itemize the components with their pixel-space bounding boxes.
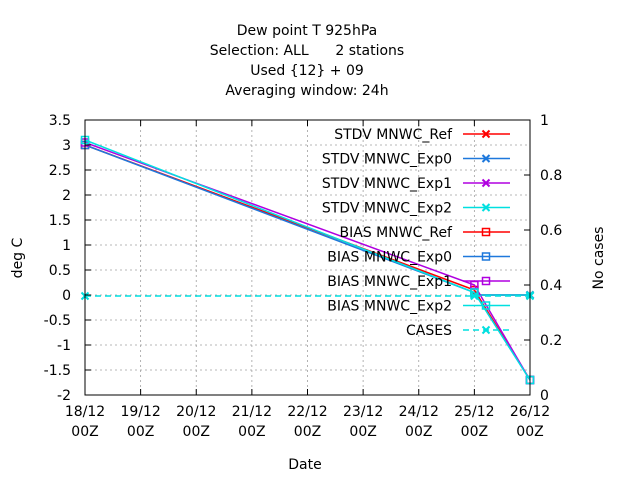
y-axis: -2 -1.5 -1 -0.5 0 0.5 1 1.5 2 2.5 3 3.5: [44, 113, 91, 404]
legend-label: STDV MNWC_Exp1: [322, 176, 452, 192]
x-tick-label: 24/12 00Z: [399, 404, 439, 440]
legend-swatch-marker: [481, 252, 491, 261]
x-tick-label: 18/12 00Z: [65, 404, 105, 440]
y-tick-label: 3.5: [49, 113, 71, 129]
y-tick-label: 3: [62, 138, 71, 154]
title-line-2: Selection: ALL 2 stations: [210, 43, 404, 59]
y-tick-label: 1: [62, 238, 71, 254]
y2-tick-label: 0.2: [540, 333, 562, 349]
legend-label: BIAS MNWC_Exp0: [327, 250, 452, 266]
x-tick-label: 22/12 00Z: [287, 404, 327, 440]
y-tick-label: -2: [57, 388, 71, 404]
legend-item: STDV MNWC_Exp1: [322, 176, 510, 192]
legend-swatch-marker: [481, 325, 491, 335]
series-5: [80, 140, 535, 385]
title-line-1: Dew point T 925hPa: [237, 23, 377, 39]
y-tick-label: -0.5: [44, 313, 71, 329]
legend-swatch-marker: [481, 129, 491, 139]
x-tick-label: 20/12 00Z: [176, 404, 216, 440]
legend-label: CASES: [406, 323, 452, 339]
y-tick-label: -1: [57, 338, 71, 354]
legend-label: STDV MNWC_Ref: [334, 127, 453, 143]
legend-item: STDV MNWC_Exp0: [322, 152, 510, 168]
x-tick-label: 26/12 00Z: [510, 404, 550, 440]
legend: STDV MNWC_Ref STDV MNWC_Exp0 STDV MNWC_Exp…: [322, 127, 510, 339]
legend-item: STDV MNWC_Ref: [334, 127, 510, 143]
y-axis-label: deg C: [10, 237, 26, 278]
series-4: [80, 140, 535, 385]
y2-tick-label: 0: [540, 388, 549, 404]
legend-swatch-marker: [481, 276, 491, 286]
data-point: [470, 291, 479, 301]
y-tick-label: 2.5: [49, 163, 71, 179]
x-axis: 18/12 00Z 19/12 00Z 20/12 00Z 21/12 00Z 22/12 00Z…: [65, 120, 550, 440]
y-tick-label: -1.5: [44, 363, 71, 379]
series-line: [84, 139, 531, 381]
title-line-4: Averaging window: 24h: [225, 83, 388, 99]
legend-item: CASES: [406, 323, 510, 339]
legend-label: STDV MNWC_Exp0: [322, 152, 452, 168]
x-axis-label: Date: [288, 457, 321, 473]
y-tick-label: 2: [62, 188, 71, 204]
x-tick-label: 21/12 00Z: [232, 404, 272, 440]
legend-swatch-marker: [481, 227, 491, 237]
y2-tick-label: 0.4: [540, 278, 562, 294]
legend-label: BIAS MNWC_Exp1: [327, 274, 452, 290]
legend-item: BIAS MNWC_Ref: [340, 225, 510, 241]
y-tick-label: 0: [62, 288, 71, 304]
y2-tick-label: 1: [540, 113, 549, 129]
series-line: [84, 141, 531, 381]
legend-label: BIAS MNWC_Exp2: [327, 299, 452, 315]
legend-swatch-marker: [481, 301, 491, 310]
y2-axis: 0 0.2 0.4 0.6 0.8 1: [524, 113, 562, 404]
x-tick-label: 25/12 00Z: [454, 404, 494, 440]
legend-swatch-marker: [481, 154, 491, 163]
y2-axis-label: No cases: [591, 227, 607, 290]
legend-item: BIAS MNWC_Exp0: [327, 250, 510, 266]
legend-label: BIAS MNWC_Ref: [340, 225, 454, 241]
y2-tick-label: 0.6: [540, 223, 562, 239]
y-tick-label: 0.5: [49, 263, 71, 279]
legend-item: BIAS MNWC_Exp1: [327, 274, 510, 290]
chart-title: Dew point T 925hPa Selection: ALL 2 stati…: [210, 23, 404, 99]
y-tick-label: 1.5: [49, 213, 71, 229]
title-line-3: Used {12} + 09: [250, 63, 364, 79]
legend-item: BIAS MNWC_Exp2: [327, 299, 510, 315]
legend-swatch-marker: [481, 203, 491, 212]
grid: [85, 120, 530, 395]
legend-item: STDV MNWC_Exp2: [322, 201, 510, 217]
x-tick-label: 23/12 00Z: [343, 404, 383, 440]
x-tick-label: 19/12 00Z: [120, 404, 160, 440]
legend-label: STDV MNWC_Exp2: [322, 201, 452, 217]
legend-swatch-marker: [481, 178, 491, 188]
series-8: [80, 291, 535, 301]
y2-tick-label: 0.8: [540, 168, 562, 184]
